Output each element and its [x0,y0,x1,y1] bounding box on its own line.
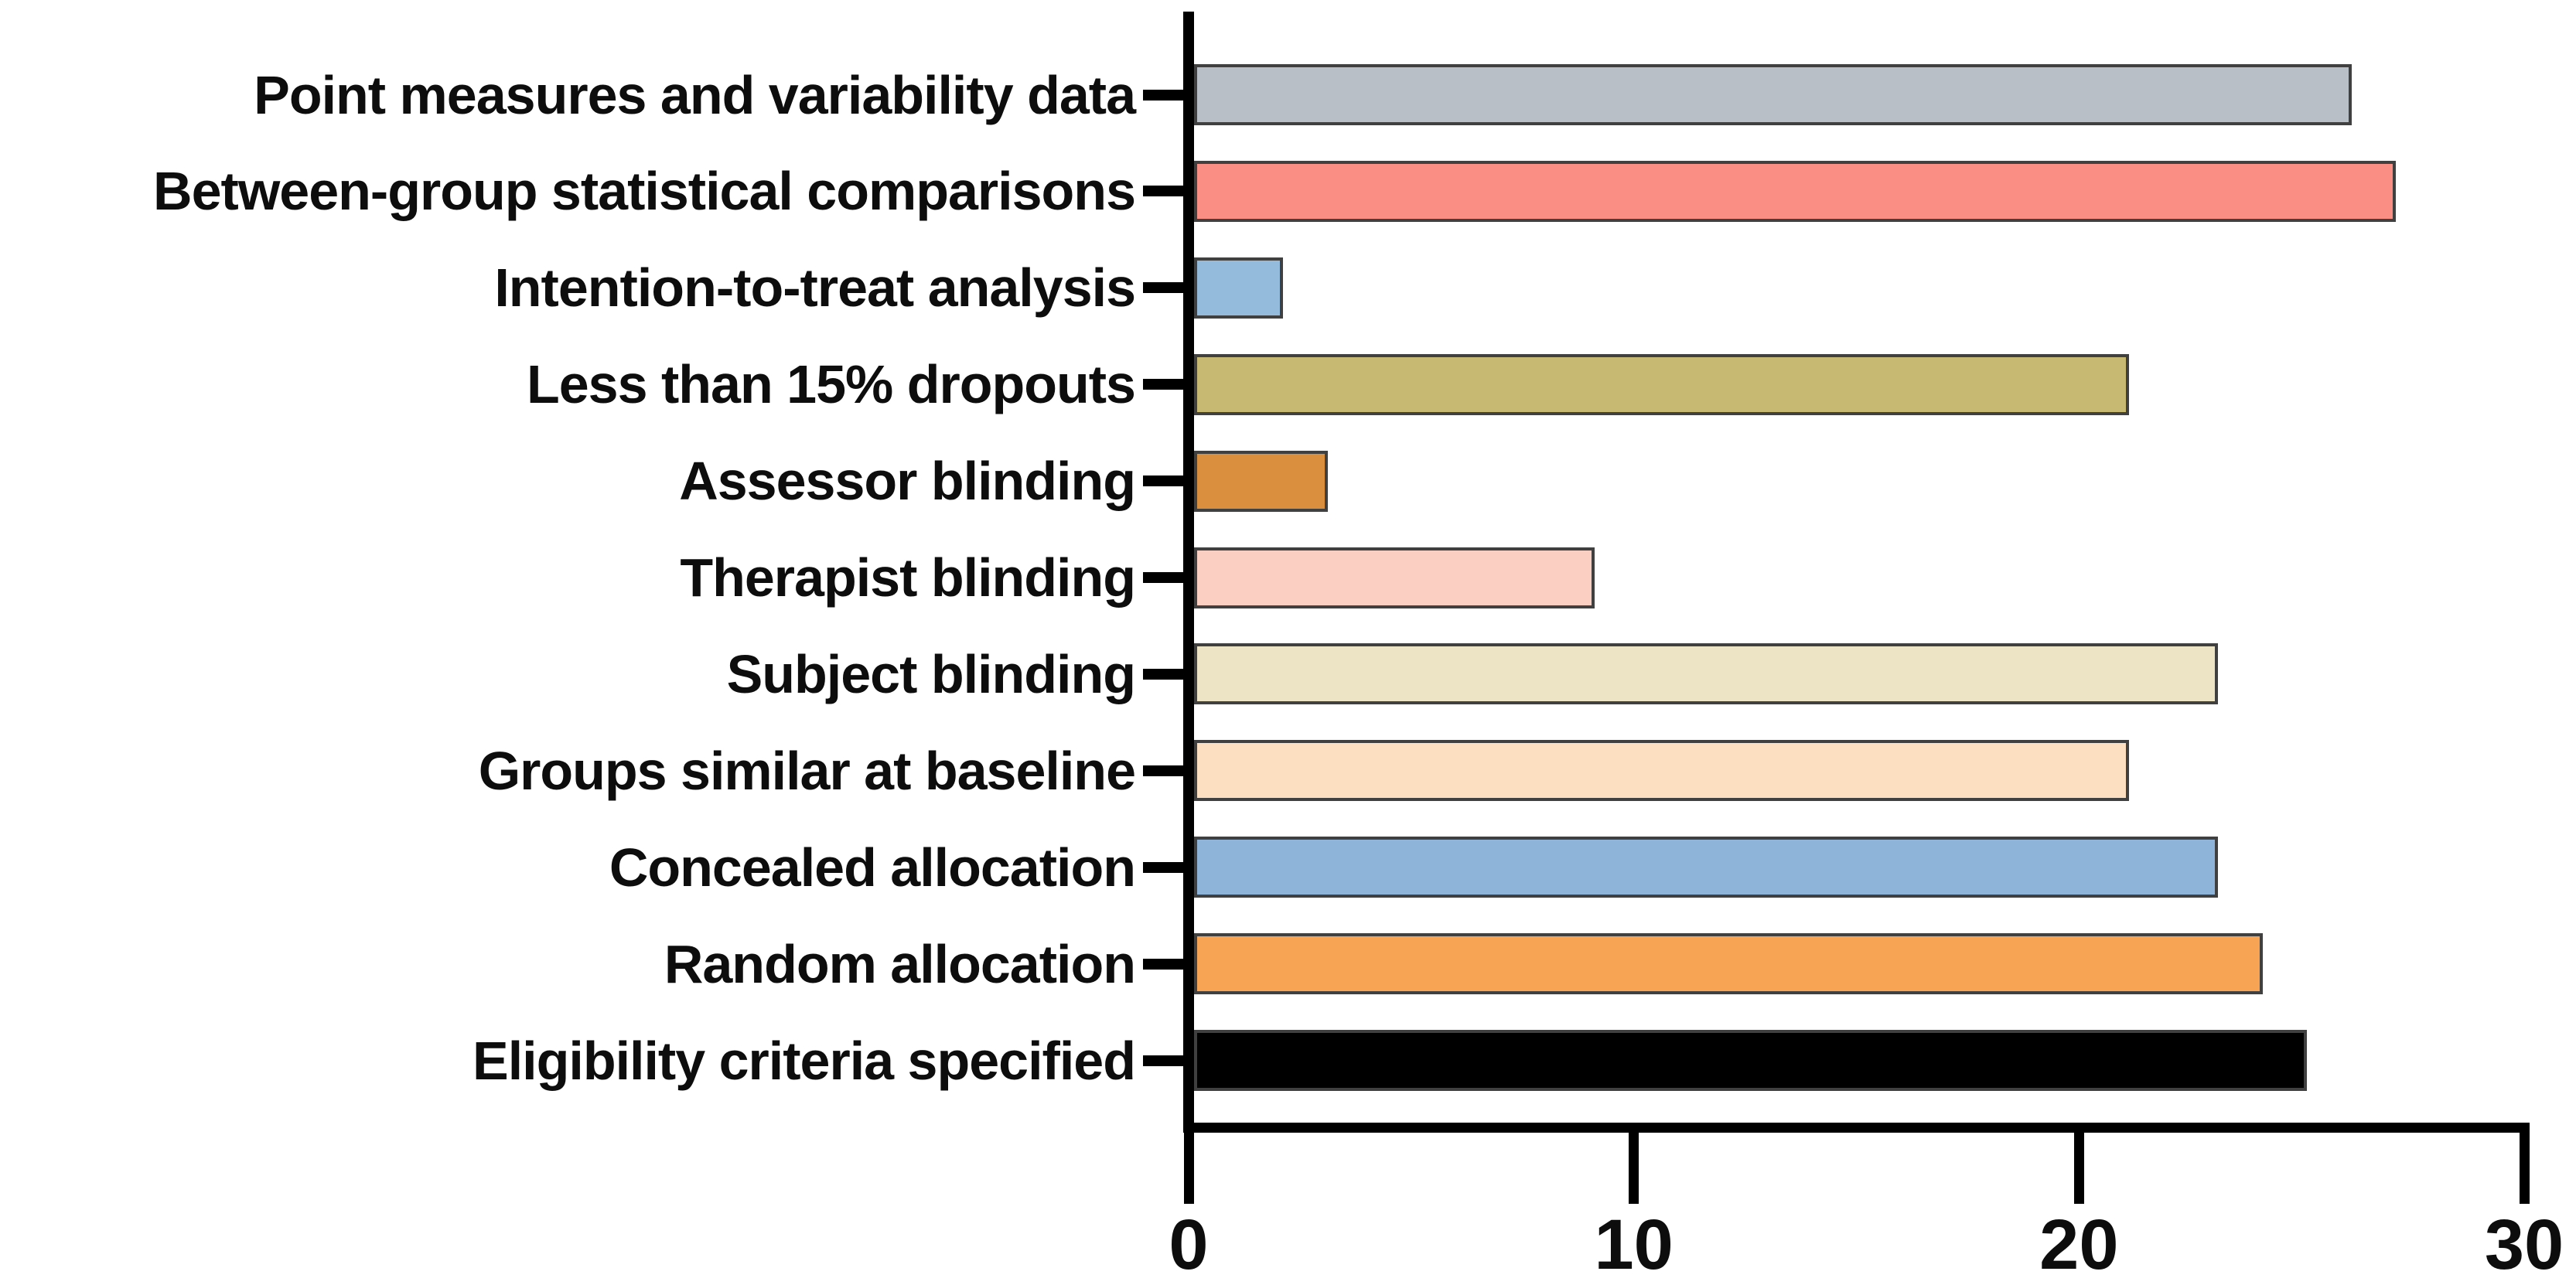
category-label-point-measures-and-variability-data: Point measures and variability data [254,64,1136,125]
category-label-subject-blinding: Subject blinding [726,643,1136,704]
bar-subject-blinding [1194,643,2219,705]
x-axis-line [1183,1123,2530,1133]
x-tick-20 [2073,1123,2084,1204]
label-tick-eligibility-criteria-specified [1143,1055,1188,1066]
y-axis-line [1183,12,1194,1133]
x-tick-label-20: 20 [2039,1205,2119,1284]
label-tick-intention-to-treat-analysis [1143,282,1188,294]
bar-therapist-blinding [1194,547,1595,608]
label-tick-assessor-blinding [1143,475,1188,487]
label-tick-random-allocation [1143,958,1188,970]
bar-concealed-allocation [1194,837,2219,898]
bar-random-allocation [1194,933,2263,995]
category-label-assessor-blinding: Assessor blinding [679,451,1136,512]
category-label-concealed-allocation: Concealed allocation [609,837,1136,898]
bar-intention-to-treat-analysis [1194,257,1284,319]
category-label-random-allocation: Random allocation [664,933,1136,994]
x-tick-10 [1629,1123,1639,1204]
label-tick-point-measures-and-variability-data [1143,89,1188,101]
label-tick-therapist-blinding [1143,572,1188,583]
category-label-intention-to-treat-analysis: Intention-to-treat analysis [494,257,1136,319]
label-tick-groups-similar-at-baseline [1143,765,1188,776]
category-label-groups-similar-at-baseline: Groups similar at baseline [478,740,1136,801]
bar-between-group-statistical-comparisons [1194,160,2397,222]
category-label-less-than-15-dropouts: Less than 15% dropouts [526,354,1136,415]
bar-groups-similar-at-baseline [1194,740,2129,802]
x-tick-0 [1183,1123,1194,1204]
x-tick-30 [2519,1123,2530,1204]
label-tick-subject-blinding [1143,668,1188,680]
x-tick-label-10: 10 [1594,1205,1674,1284]
label-tick-less-than-15-dropouts [1143,379,1188,390]
category-label-therapist-blinding: Therapist blinding [680,547,1136,608]
bar-assessor-blinding [1194,450,1328,512]
bar-less-than-15-dropouts [1194,353,2129,415]
category-label-between-group-statistical-comparisons: Between-group statistical comparisons [153,161,1136,222]
label-tick-between-group-statistical-comparisons [1143,186,1188,197]
x-tick-label-0: 0 [1169,1205,1209,1284]
bar-eligibility-criteria-specified [1194,1030,2308,1091]
label-tick-concealed-allocation [1143,861,1188,873]
category-label-eligibility-criteria-specified: Eligibility criteria specified [473,1030,1136,1091]
x-tick-label-30: 30 [2484,1205,2564,1284]
bar-point-measures-and-variability-data [1194,64,2352,125]
